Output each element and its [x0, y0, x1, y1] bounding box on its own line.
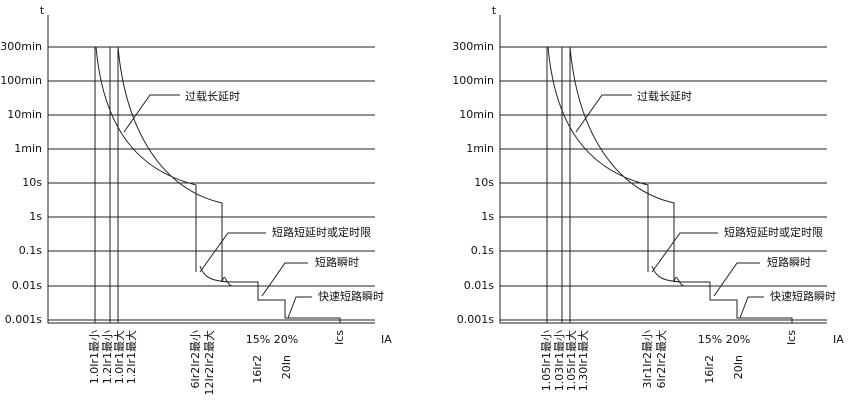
annotation: 快速短路瞬时 [770, 289, 836, 303]
x-label: 1.2Ir1最大 [124, 330, 138, 384]
x-label: 1.0Ir1最小 [88, 330, 101, 384]
annotation: 过载长延时 [637, 90, 692, 103]
x-label: 20In [280, 355, 293, 379]
axis-label: t [492, 4, 497, 17]
percent-label: 15% [246, 333, 270, 346]
percent-label: 15% [698, 333, 722, 346]
y-label: 10min [459, 108, 494, 121]
x-label: 6Ir2Ir2最大 [654, 330, 668, 389]
x-label: Ics [333, 330, 346, 345]
curves [499, 15, 827, 324]
panel: t IA 300min 100min 10min 1min 10s 1s 0.1s 0.01s 0.… [452, 4, 844, 391]
x-label: 20In [732, 355, 745, 379]
annotation: 短路瞬时 [315, 255, 359, 269]
annotation: 短路短延时或定时限 [724, 225, 823, 239]
annotation: 过载长延时 [185, 90, 240, 103]
y-label: 0.001s [5, 313, 42, 326]
annotation: 短路短延时或定时限 [272, 225, 371, 239]
y-label: 1s [481, 210, 494, 223]
x-label: 16Ir2 [703, 355, 716, 384]
percent-label: 20% [726, 333, 750, 346]
x-label: Ics [785, 330, 798, 345]
y-label: 10s [22, 176, 42, 189]
y-label: 300min [452, 40, 494, 53]
y-label: 10min [7, 108, 42, 121]
x-label: 1.2Ir1最小 [101, 330, 114, 384]
y-label: 0.1s [19, 244, 42, 257]
y-label: 1s [29, 210, 42, 223]
y-label: 0.1s [471, 244, 494, 257]
x-label: 1.05Ir1最小 [540, 330, 553, 391]
x-label: 1.0Ir1最大 [112, 330, 126, 384]
axis-label: t [40, 4, 45, 17]
curves [47, 15, 375, 324]
annotation: 短路瞬时 [767, 255, 811, 269]
y-label: 100min [452, 74, 494, 87]
x-label: 12Ir2Ir2最大 [202, 330, 216, 396]
y-label: 0.01s [12, 279, 42, 292]
x-label: 1.05Ir1最大 [564, 330, 578, 391]
y-label: 0.01s [464, 279, 494, 292]
y-label: 100min [0, 74, 42, 87]
panel: t IA 300min 100min 10min 1min 10s 1s 0.1s 0.01s 0.… [0, 4, 392, 396]
y-label: 300min [0, 40, 42, 53]
axis-unit: IA [833, 333, 844, 346]
y-label: 10s [474, 176, 494, 189]
x-label: 3Ir1Ir2最小 [641, 330, 654, 389]
y-label: 1min [14, 142, 42, 155]
x-label: 1.30Ir1最大 [576, 330, 590, 391]
percent-label: 20% [274, 333, 298, 346]
x-label: 16Ir2 [251, 355, 264, 384]
y-label: 0.001s [457, 313, 494, 326]
annotation: 快速短路瞬时 [318, 289, 384, 303]
axis-unit: IA [381, 333, 392, 346]
y-label: 1min [466, 142, 494, 155]
x-label: 6Ir2Ir2最小 [189, 330, 202, 389]
x-label: 1.03Ir1最小 [553, 330, 566, 391]
